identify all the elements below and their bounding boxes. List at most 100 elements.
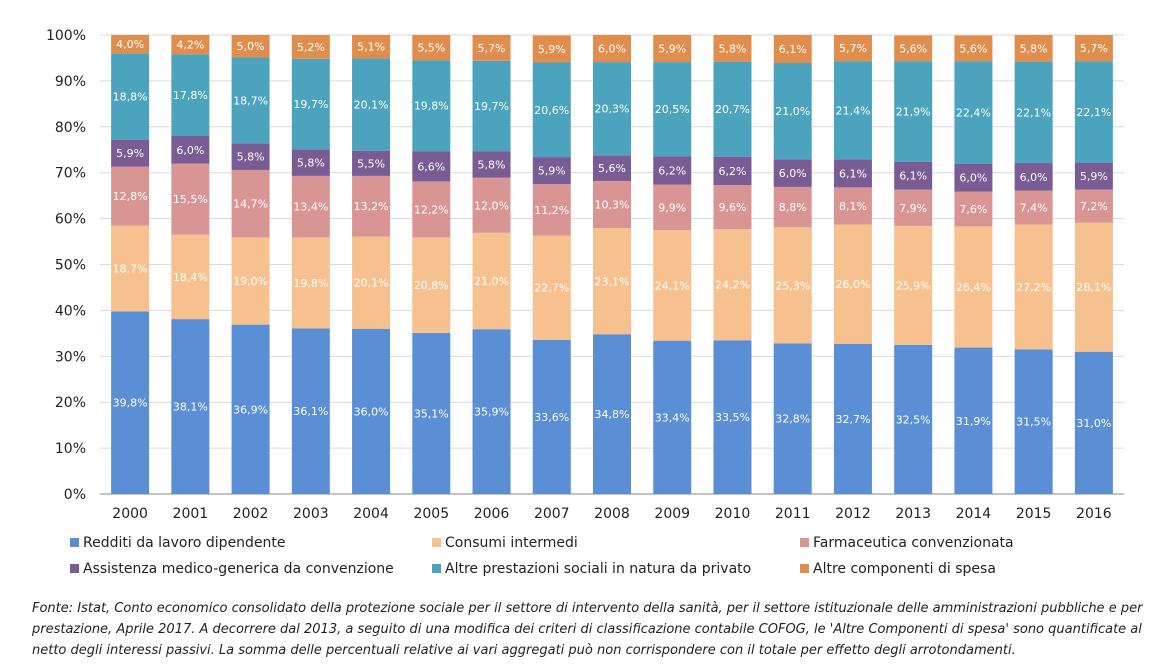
data-label: 5,8% bbox=[1020, 42, 1048, 55]
data-label: 12,0% bbox=[474, 199, 509, 212]
data-label: 6,0% bbox=[598, 43, 626, 56]
data-label: 5,0% bbox=[237, 40, 265, 53]
data-label: 15,5% bbox=[173, 193, 208, 206]
bar-segment bbox=[472, 329, 511, 494]
bar-segment bbox=[171, 234, 210, 320]
data-label: 5,8% bbox=[237, 151, 265, 164]
bar-segment bbox=[111, 225, 150, 312]
y-tick-label: 90% bbox=[55, 74, 86, 90]
bar-segment bbox=[412, 35, 451, 61]
legend-swatch bbox=[432, 564, 441, 573]
bar-segment bbox=[352, 236, 391, 329]
bar-segment bbox=[954, 191, 993, 227]
data-label: 32,5% bbox=[896, 413, 931, 426]
data-label: 31,5% bbox=[1016, 416, 1051, 429]
y-tick-label: 10% bbox=[55, 441, 86, 457]
bar-segment bbox=[653, 62, 692, 157]
bar-segment bbox=[352, 58, 391, 151]
legend-swatch bbox=[800, 564, 809, 573]
data-label: 5,1% bbox=[357, 41, 385, 54]
data-label: 6,1% bbox=[779, 43, 807, 56]
x-tick-label: 2013 bbox=[895, 506, 931, 522]
x-tick-label: 2009 bbox=[654, 506, 690, 522]
bar-segment bbox=[894, 61, 933, 162]
bar-segment bbox=[833, 343, 872, 494]
bar-segment bbox=[532, 62, 571, 158]
data-label: 31,0% bbox=[1076, 417, 1111, 430]
data-label: 20,5% bbox=[655, 103, 690, 116]
data-label: 6,2% bbox=[658, 164, 686, 177]
x-tick-label: 2005 bbox=[413, 506, 449, 522]
data-label: 23,1% bbox=[595, 275, 630, 288]
x-axis: 2000 2001 2002 2003 2004 2005 2006 2007 2008 2009… bbox=[112, 506, 1111, 522]
y-tick-label: 50% bbox=[55, 258, 86, 274]
y-tick-label: 70% bbox=[55, 166, 86, 182]
data-label: 5,7% bbox=[478, 42, 506, 55]
data-label: 5,2% bbox=[297, 41, 325, 54]
data-label: 32,8% bbox=[775, 413, 810, 426]
x-tick-label: 2007 bbox=[534, 506, 570, 522]
bar-segment bbox=[653, 184, 692, 231]
bar-segment bbox=[773, 343, 812, 494]
bar-segment bbox=[954, 347, 993, 494]
bar-segment bbox=[773, 186, 812, 228]
y-tick-label: 40% bbox=[55, 303, 86, 319]
x-tick-label: 2011 bbox=[775, 506, 811, 522]
bar-segment bbox=[171, 163, 210, 235]
bar-segment bbox=[291, 58, 330, 150]
data-label: 7,4% bbox=[1020, 202, 1048, 215]
bar-segment bbox=[653, 340, 692, 494]
data-label: 6,2% bbox=[718, 165, 746, 178]
data-label: 19,7% bbox=[474, 100, 509, 113]
bar-segment bbox=[111, 166, 150, 226]
bar-segment bbox=[472, 151, 511, 178]
legend-label: Altre componenti di spesa bbox=[813, 561, 996, 577]
bar-segment bbox=[291, 149, 330, 176]
data-label: 5,5% bbox=[357, 157, 385, 170]
bar-segment bbox=[593, 155, 631, 181]
data-label: 22,7% bbox=[534, 282, 569, 295]
bar-segment bbox=[291, 237, 330, 329]
bar-segment bbox=[532, 35, 571, 63]
data-label: 6,1% bbox=[899, 170, 927, 183]
bar-segment bbox=[352, 175, 391, 237]
data-label: 20,1% bbox=[354, 99, 389, 112]
data-label: 13,2% bbox=[354, 200, 389, 213]
bar-segment bbox=[773, 62, 812, 160]
bar-segment bbox=[653, 156, 692, 185]
data-label: 35,1% bbox=[414, 407, 449, 420]
data-label: 18,7% bbox=[113, 262, 148, 275]
legend-label: Assistenza medico-generica da convenzion… bbox=[83, 561, 394, 577]
bar-segment bbox=[1014, 224, 1053, 350]
data-label: 7,2% bbox=[1080, 200, 1108, 213]
data-label: 4,2% bbox=[176, 39, 204, 52]
data-label: 26,4% bbox=[956, 281, 991, 294]
x-tick-label: 2010 bbox=[715, 506, 751, 522]
bar-segment bbox=[894, 161, 933, 190]
data-label: 5,8% bbox=[478, 158, 506, 171]
data-label: 5,9% bbox=[1080, 170, 1108, 183]
data-label: 7,9% bbox=[899, 202, 927, 215]
data-label: 35,9% bbox=[474, 406, 509, 419]
bar-segment bbox=[1074, 61, 1113, 163]
bar-segment bbox=[111, 35, 150, 54]
data-label: 36,1% bbox=[293, 405, 328, 418]
data-label: 20,7% bbox=[715, 103, 750, 116]
bar-segment bbox=[472, 232, 511, 330]
data-label: 33,6% bbox=[534, 411, 569, 424]
data-label: 5,9% bbox=[538, 165, 566, 178]
bar-segment bbox=[1074, 222, 1113, 352]
data-label: 21,4% bbox=[835, 104, 870, 117]
bar-segment bbox=[412, 60, 451, 152]
bar-segment bbox=[231, 237, 270, 325]
data-label: 25,9% bbox=[896, 279, 931, 292]
bar-segment bbox=[352, 328, 391, 494]
data-label: 20,6% bbox=[534, 104, 569, 117]
data-label: 33,4% bbox=[655, 411, 690, 424]
bar-segment bbox=[894, 189, 933, 226]
bar-segment bbox=[713, 340, 752, 494]
bar-segment bbox=[1014, 190, 1053, 225]
data-label: 24,1% bbox=[655, 279, 690, 292]
bar-segment bbox=[291, 328, 330, 494]
bar-segment bbox=[171, 135, 210, 164]
